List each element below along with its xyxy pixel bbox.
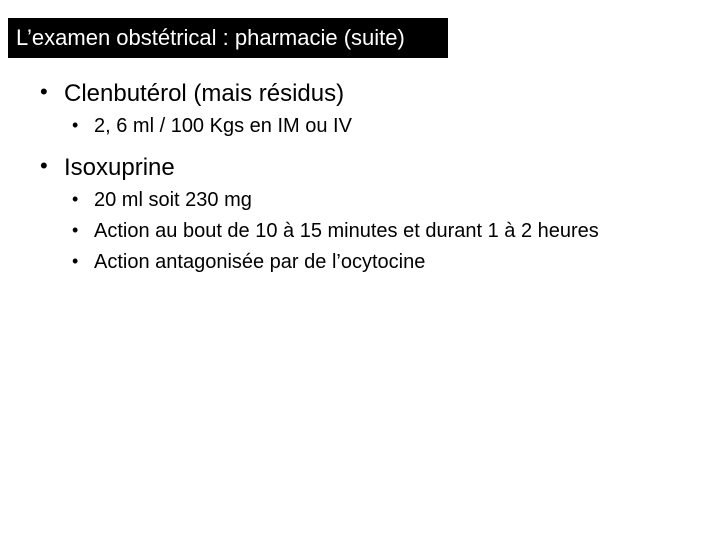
list-item: Isoxuprine 20 ml soit 230 mg Action au b… xyxy=(30,152,690,276)
slide-content: Clenbutérol (mais résidus) 2, 6 ml / 100… xyxy=(30,78,690,288)
sub-list-item: Action au bout de 10 à 15 minutes et dur… xyxy=(64,218,690,245)
slide: L’examen obstétrical : pharmacie (suite)… xyxy=(0,0,720,540)
bullet-list: Clenbutérol (mais résidus) 2, 6 ml / 100… xyxy=(30,78,690,276)
list-item-label: Isoxuprine xyxy=(64,154,175,181)
list-item-label: Clenbutérol (mais résidus) xyxy=(64,80,344,107)
list-item: Clenbutérol (mais résidus) 2, 6 ml / 100… xyxy=(30,78,690,140)
title-bar: L’examen obstétrical : pharmacie (suite) xyxy=(8,18,448,58)
slide-title: L’examen obstétrical : pharmacie (suite) xyxy=(16,25,405,51)
sub-list-item: Action antagonisée par de l’ocytocine xyxy=(64,249,690,276)
sub-list-item: 20 ml soit 230 mg xyxy=(64,187,690,214)
sub-list: 2, 6 ml / 100 Kgs en IM ou IV xyxy=(64,113,690,140)
sub-list: 20 ml soit 230 mg Action au bout de 10 à… xyxy=(64,187,690,276)
sub-list-item: 2, 6 ml / 100 Kgs en IM ou IV xyxy=(64,113,690,140)
